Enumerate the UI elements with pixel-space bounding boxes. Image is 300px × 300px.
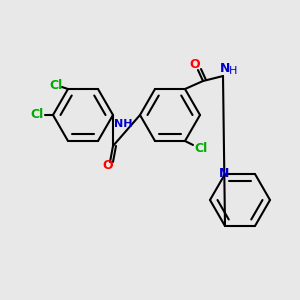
Text: N: N [219,167,229,179]
Text: H: H [229,66,237,76]
Text: Cl: Cl [50,79,63,92]
Text: O: O [103,160,113,172]
Text: Cl: Cl [194,142,208,155]
Text: O: O [190,58,200,70]
Text: N: N [220,61,230,74]
Text: NH: NH [114,119,133,130]
Text: Cl: Cl [30,109,44,122]
